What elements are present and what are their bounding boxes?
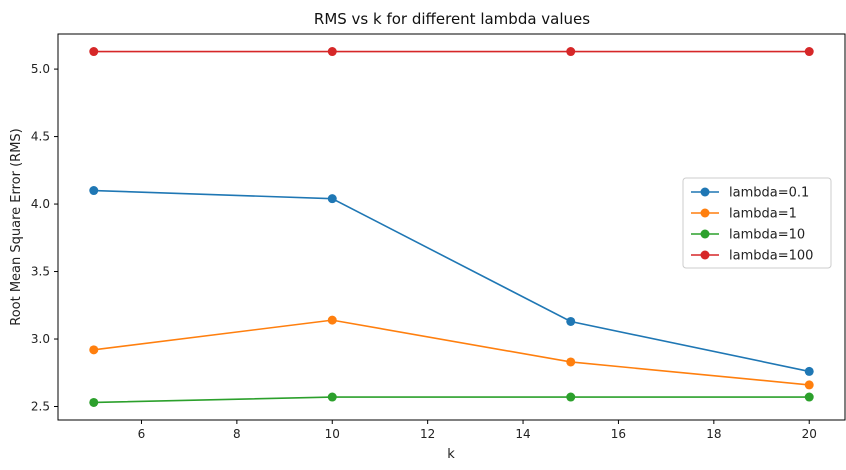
x-tick-label: 20 — [802, 427, 817, 441]
x-tick-label: 14 — [515, 427, 530, 441]
series-lambda=10 — [89, 392, 814, 407]
legend-label: lambda=1 — [729, 207, 797, 222]
legend-item: lambda=100 — [691, 249, 813, 264]
data-point — [327, 194, 337, 204]
legend-box — [682, 177, 832, 269]
legend-swatch-marker — [700, 250, 710, 260]
y-tick-label: 3.5 — [31, 265, 50, 279]
x-tick-label: 18 — [706, 427, 721, 441]
data-point — [566, 47, 576, 57]
series-line — [93, 189, 810, 373]
data-point — [327, 392, 337, 402]
y-axis-label: Root Mean Square Error (RMS) — [9, 128, 24, 326]
y-tick-label: 4.0 — [31, 197, 50, 211]
data-point — [804, 380, 814, 390]
x-tick-label: 10 — [325, 427, 340, 441]
x-tick-label: 16 — [611, 427, 626, 441]
series-lambda=0.1 — [89, 186, 814, 376]
y-tick-label: 2.5 — [31, 400, 50, 414]
legend-label: lambda=0.1 — [729, 186, 809, 201]
series-line — [93, 396, 810, 404]
data-point — [566, 357, 576, 367]
series-layer — [89, 47, 814, 407]
data-point — [804, 366, 814, 376]
data-point — [804, 392, 814, 402]
legend-item: lambda=1 — [691, 207, 797, 222]
series-lambda=100 — [89, 47, 814, 57]
data-point — [89, 397, 99, 407]
legend-swatch-marker — [700, 187, 710, 197]
x-tick-label: 6 — [138, 427, 146, 441]
legend-item: lambda=0.1 — [691, 186, 809, 201]
x-axis: 6 8 10 12 14 16 18 20 — [138, 420, 817, 441]
data-point — [327, 315, 337, 325]
data-point — [89, 345, 99, 355]
legend-swatch-marker — [700, 229, 710, 239]
legend-item: lambda=10 — [691, 228, 805, 243]
legend-swatch-marker — [700, 208, 710, 218]
legend-label: lambda=100 — [729, 249, 813, 264]
data-point — [566, 392, 576, 402]
data-point — [89, 47, 99, 57]
series-lambda=1 — [89, 315, 814, 390]
x-tick-label: 8 — [233, 427, 241, 441]
y-tick-label: 3.0 — [31, 332, 50, 346]
legend: lambda=0.1 lambda=1 lambda=10 lambda=100 — [682, 177, 832, 269]
y-tick-label: 4.5 — [31, 130, 50, 144]
data-point — [327, 47, 337, 57]
x-tick-label: 12 — [420, 427, 435, 441]
legend-label: lambda=10 — [729, 228, 805, 243]
y-tick-label: 5.0 — [31, 62, 50, 76]
chart-title: RMS vs k for different lambda values — [314, 10, 590, 28]
data-point — [804, 47, 814, 57]
y-axis: 2.5 3.0 3.5 4.0 4.5 5.0 — [31, 62, 58, 414]
data-point — [566, 316, 576, 326]
x-axis-label: k — [447, 447, 455, 462]
data-point — [89, 186, 99, 196]
series-line — [93, 319, 810, 386]
